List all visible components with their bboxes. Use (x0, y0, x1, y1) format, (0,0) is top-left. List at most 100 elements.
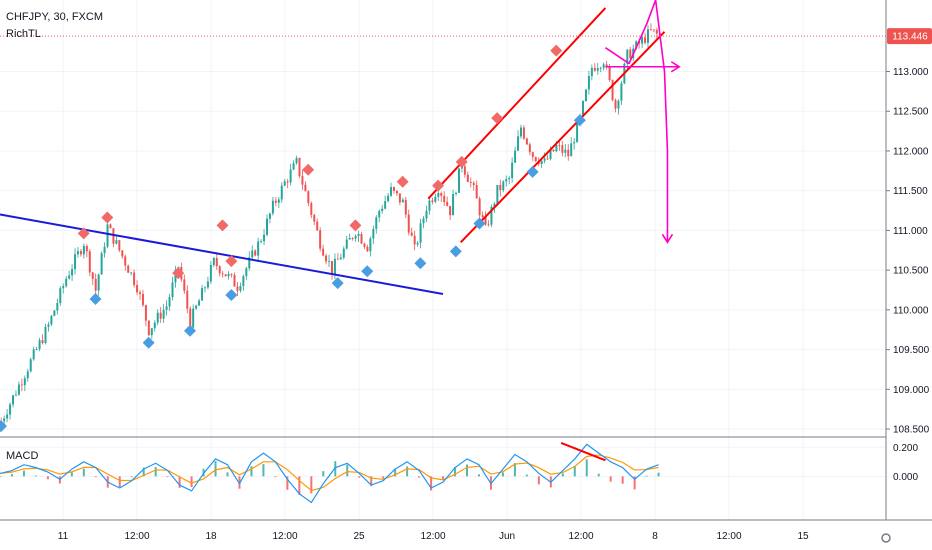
candle-body (395, 190, 398, 194)
pivot-high-marker (302, 163, 315, 176)
candle-body (17, 384, 20, 395)
time-axis: 11 12:00 18 12:00 25 12:00 Jun 12:00 8 12:00 15 (58, 531, 809, 542)
candle-body (298, 157, 301, 177)
candle-body (32, 349, 35, 360)
macd-histogram-bar (118, 476, 121, 488)
candle-body (14, 394, 17, 396)
candle-body (502, 181, 505, 191)
candle-body (26, 371, 29, 379)
pivot-low-marker (89, 293, 102, 306)
candle-body (375, 217, 378, 229)
candle-body (147, 320, 150, 336)
macd-histogram-bar (442, 476, 445, 480)
candle-body (543, 158, 546, 161)
candle-body (59, 288, 62, 304)
pivot-markers (0, 44, 586, 433)
candle-body (274, 200, 277, 203)
pivot-low-marker (573, 114, 586, 127)
candle-body (62, 286, 65, 289)
time-tick-label: 25 (353, 531, 365, 542)
candle-body (455, 192, 458, 194)
macd-axis: 0.200 0.000 (893, 443, 918, 483)
time-tick-label: 8 (652, 531, 658, 542)
price-channel (427, 7, 666, 244)
candle-body (44, 326, 47, 344)
pivot-high-marker (550, 44, 563, 57)
candle-body (162, 309, 165, 319)
candle-body (307, 191, 310, 204)
macd-histogram-bar (22, 470, 25, 477)
candle-body (271, 200, 274, 214)
candle-body (552, 149, 555, 152)
candle-body (192, 308, 195, 328)
time-tick-label: 12:00 (124, 531, 149, 542)
macd-line (0, 443, 659, 504)
candle-body (570, 143, 573, 157)
macd-tick-label: 0.000 (893, 472, 918, 483)
candle-body (266, 218, 268, 235)
candle-body (304, 184, 307, 192)
candle-body (82, 245, 85, 255)
pivot-low-marker (361, 265, 374, 278)
candle-body (348, 238, 351, 240)
candle-body (561, 145, 564, 153)
candle-body (478, 198, 481, 216)
price-tick-label: 109.500 (893, 345, 930, 356)
candle-body (195, 305, 198, 309)
indicator-label[interactable]: RichTL (6, 28, 41, 40)
candle-body (94, 278, 97, 291)
macd-histogram-bar (645, 475, 648, 477)
pivot-high-marker (77, 227, 90, 240)
time-tick-label: 12:00 (716, 531, 741, 542)
candle-body (20, 384, 23, 386)
candle-body (310, 203, 313, 215)
time-tick-label: Jun (499, 531, 515, 542)
candle-body (206, 281, 209, 288)
candle-body (587, 76, 590, 90)
macd-histogram-bar (537, 476, 540, 485)
symbol-title[interactable]: CHFJPY, 30, FXCM (6, 11, 103, 23)
candle-body (519, 127, 522, 137)
macd-histogram-bar (10, 474, 13, 477)
time-tick-label: 12:00 (420, 531, 445, 542)
macd-histogram-bar (561, 473, 564, 477)
macd-histogram-bar (370, 476, 373, 487)
candle-body (531, 152, 534, 157)
candle-body (652, 29, 655, 31)
candle-body (242, 276, 245, 287)
candle-body (257, 241, 260, 256)
pivot-low-marker (142, 336, 155, 349)
settings-icon[interactable] (881, 533, 891, 543)
candle-body (91, 272, 94, 279)
candle-body (534, 156, 537, 162)
macd-histogram-bar (214, 461, 217, 477)
candle-body (245, 268, 248, 277)
candle-body (410, 232, 413, 236)
candle-body (165, 306, 168, 310)
current-price-tag[interactable]: 113.446 (887, 28, 932, 45)
candle-body (369, 238, 372, 252)
candle-body (198, 300, 201, 306)
macd-pane (0, 441, 660, 504)
macd-histogram-bar (70, 472, 73, 477)
candle-body (139, 292, 142, 294)
candle-body (434, 196, 437, 202)
forecast-path (604, 0, 669, 243)
candle-body (416, 242, 419, 245)
candle-body (130, 272, 133, 274)
candle-body (106, 224, 109, 247)
macd-histogram-bar (406, 466, 409, 477)
pivot-high-marker (396, 175, 409, 188)
candle-body (339, 257, 342, 260)
trendline (0, 213, 444, 295)
macd-histogram-bar (94, 476, 97, 478)
time-tick-label: 18 (205, 531, 217, 542)
candle-body (398, 193, 401, 203)
macd-histogram-bar (621, 476, 624, 484)
price-tick-label: 112.000 (893, 146, 929, 157)
macd-histogram-bar (382, 476, 385, 479)
forecast-right-arrowhead (670, 61, 681, 73)
macd-label[interactable]: MACD (6, 450, 38, 462)
candle-body (224, 274, 227, 277)
